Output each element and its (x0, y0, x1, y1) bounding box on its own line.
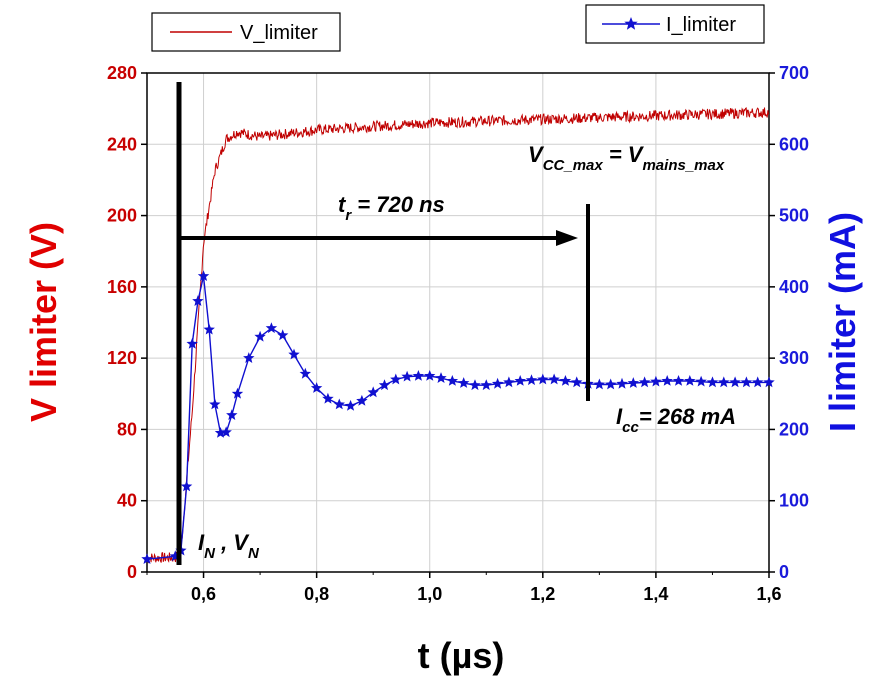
series-i-limiter-point (401, 370, 413, 382)
series-i-limiter-point (378, 379, 391, 391)
series-i-limiter-point (763, 376, 775, 388)
series-i-limiter-point (537, 373, 549, 385)
series-i-limiter-point (344, 399, 357, 411)
series-i-limiter-point (424, 370, 436, 381)
y-left-tick-label: 280 (107, 63, 137, 83)
series-i-limiter-point (288, 348, 300, 360)
series-layer (141, 107, 775, 564)
series-i-limiter-point (186, 337, 198, 349)
annotation-icc: Icc= 268 mA (616, 404, 736, 436)
series-i-limiter-point (243, 352, 255, 363)
series-i-limiter-point (265, 322, 278, 334)
legend-i-limiter: I_limiter (585, 4, 765, 44)
x-tick-label: 1,0 (417, 584, 442, 604)
y-left-axis-label: V limiter (V) (23, 222, 64, 422)
series-i-limiter-point (226, 409, 238, 420)
ticks-layer: 0,6 0,8 1,0 1,2 1,4 1,60408012016020024028001… (107, 63, 809, 604)
series-i-limiter-point (141, 553, 153, 564)
series-i-limiter-point (367, 386, 379, 398)
series-i-limiter-point (491, 377, 504, 389)
series-i-limiter-point (277, 329, 289, 341)
series-i-limiter-point (684, 375, 696, 386)
y-left-tick-label: 120 (107, 348, 137, 368)
series-i-limiter-point (446, 375, 459, 386)
annotation-vcc-max: VCC_max = Vmains_max (528, 142, 725, 174)
series-i-limiter-point (214, 427, 227, 438)
legend-i-limiter-label: I_limiter (666, 14, 736, 36)
series-i-limiter-point (752, 376, 764, 388)
series-i-limiter-point (503, 376, 515, 388)
y-right-tick-label: 200 (779, 419, 809, 439)
x-tick-label: 0,6 (191, 584, 216, 604)
series-v-limiter-line (146, 107, 769, 564)
series-i-limiter-point (203, 323, 215, 335)
series-i-limiter-point (514, 375, 526, 386)
x-tick-label: 1,2 (530, 584, 555, 604)
series-i-limiter-point (197, 270, 210, 281)
series-i-limiter-point (672, 375, 685, 386)
y-right-tick-label: 500 (779, 206, 809, 226)
series-i-limiter-point (718, 376, 730, 388)
y-right-tick-label: 300 (779, 348, 809, 368)
series-i-limiter-point (469, 379, 481, 391)
series-i-limiter-point (356, 394, 368, 406)
y-left-tick-label: 160 (107, 277, 137, 297)
series-i-limiter-point (412, 370, 425, 381)
series-i-limiter-point (169, 550, 181, 562)
series-i-limiter-point (333, 398, 345, 410)
y-right-tick-label: 400 (779, 277, 809, 297)
annotation-rise-time: tr = 720 ns (338, 192, 445, 224)
annotation-in-vn: IN , VN (198, 530, 260, 562)
series-i-limiter-point (525, 374, 538, 386)
series-i-limiter-point (695, 375, 707, 387)
series-i-limiter-point (661, 375, 673, 386)
series-i-limiter-point (548, 373, 560, 385)
y-right-axis-label: I limiter (mA) (822, 212, 863, 432)
x-tick-label: 1,4 (643, 584, 668, 604)
y-left-tick-label: 200 (107, 206, 137, 226)
y-right-tick-label: 700 (779, 63, 809, 83)
series-i-limiter-point (180, 480, 193, 492)
series-i-limiter-point (220, 426, 232, 438)
y-right-tick-label: 600 (779, 134, 809, 154)
series-i-limiter-point (254, 330, 266, 342)
legend-v-limiter: V_limiter (151, 12, 341, 52)
series-i-limiter-point (593, 378, 606, 390)
series-i-limiter-point (605, 378, 617, 390)
legend-i-limiter-star-icon (624, 17, 638, 30)
x-axis-label: t (µs) (418, 635, 505, 676)
series-i-limiter-point (638, 376, 651, 388)
legend-v-limiter-label: V_limiter (240, 22, 318, 44)
y-left-tick-label: 40 (117, 491, 137, 511)
series-i-limiter-point (706, 376, 719, 388)
series-i-limiter-point (627, 377, 639, 388)
series-i-limiter-point (616, 377, 628, 389)
series-i-limiter-point (299, 367, 311, 379)
series-i-limiter-point (650, 375, 662, 387)
rise-time-arrow-head (556, 230, 578, 246)
series-i-limiter-point (192, 295, 204, 306)
series-i-limiter-point (322, 392, 334, 404)
y-left-tick-label: 0 (127, 562, 137, 582)
series-i-limiter-point (480, 379, 492, 391)
grid-lines (147, 72, 770, 573)
series-i-limiter-point (559, 375, 572, 386)
y-right-tick-label: 0 (779, 562, 789, 582)
series-i-limiter-point (310, 382, 323, 393)
series-i-limiter-point (390, 373, 402, 385)
x-tick-label: 1,6 (756, 584, 781, 604)
series-i-limiter-point (740, 376, 753, 388)
x-tick-label: 0,8 (304, 584, 329, 604)
series-i-limiter-point (729, 376, 741, 388)
y-left-tick-label: 240 (107, 134, 137, 154)
series-i-limiter-point (457, 377, 470, 388)
series-i-limiter-point (571, 376, 583, 388)
series-i-limiter-point (209, 398, 221, 410)
y-right-tick-label: 100 (779, 491, 809, 511)
y-left-tick-label: 80 (117, 419, 137, 439)
series-i-limiter-point (435, 372, 447, 383)
series-i-limiter-point (231, 387, 244, 399)
plot-frame (146, 72, 770, 573)
